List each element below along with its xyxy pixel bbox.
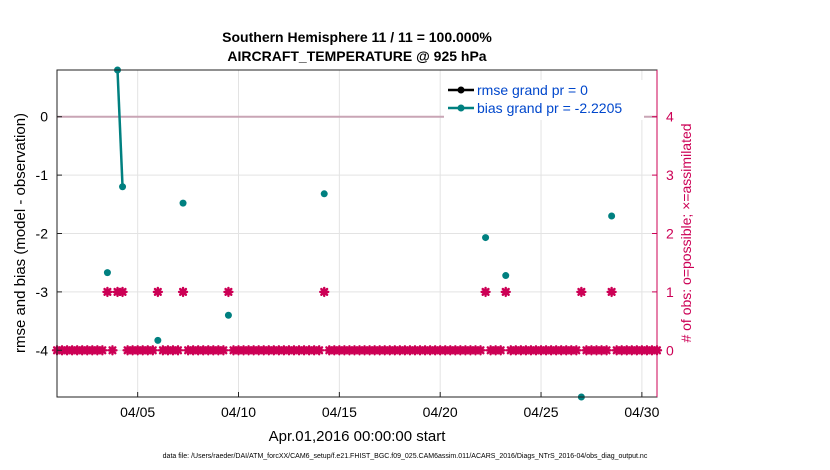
- y-right-tick-label: 0: [666, 342, 674, 358]
- chart-title-line2: AIRCRAFT_TEMPERATURE @ 925 hPa: [227, 48, 486, 64]
- obs-marker-zero: [107, 345, 118, 356]
- obs-marker-zero-shape: [313, 345, 325, 356]
- obs-marker-one: [480, 286, 491, 298]
- bias-point: [119, 183, 127, 191]
- bias-point: [320, 190, 328, 198]
- y-axis-right: 4 3 2 1 0: [652, 109, 674, 358]
- obs-marker-one: [223, 286, 234, 298]
- y-right-tick-label: 1: [666, 284, 674, 300]
- obs-marker-one-shape: [117, 286, 128, 298]
- obs-marker-zero-shape: [601, 345, 612, 356]
- legend-rmse-label: rmse grand pr = 0: [477, 82, 588, 98]
- obs-marker-zero-shape: [571, 345, 582, 356]
- obs-marker-one-shape: [152, 286, 164, 298]
- bias-series-segment: [116, 69, 124, 187]
- obs-marker-one-shape: [223, 286, 234, 298]
- obs-marker-one-shape: [576, 286, 587, 298]
- obs-marker-one: [500, 286, 511, 298]
- x-tick-label: 04/25: [524, 404, 559, 420]
- obs-marker-one: [177, 286, 189, 298]
- obs-marker-one-shape: [480, 286, 491, 298]
- obs-marker-one-shape: [606, 286, 617, 298]
- y-axis-label: rmse and bias (model - observation): [12, 113, 29, 353]
- obs-marker-zero-shape: [147, 345, 158, 356]
- x-tick-label: 04/15: [322, 404, 357, 420]
- obs-marker-zero: [495, 345, 506, 356]
- obs-marker-one: [576, 286, 587, 298]
- y-tick-label: -3: [36, 284, 49, 300]
- obs-marker-zero: [147, 345, 158, 356]
- y-tick-label: -1: [36, 167, 49, 183]
- obs-marker-one: [606, 286, 617, 298]
- obs-marker-zero-shape: [475, 345, 486, 356]
- obs-marker-one-shape: [500, 286, 511, 298]
- bias-point: [502, 272, 510, 280]
- obs-count-layer: [51, 286, 663, 356]
- bias-point: [179, 199, 187, 207]
- obs-marker-one-shape: [319, 286, 330, 298]
- legend-bias-marker: [457, 104, 465, 112]
- obs-marker-zero-shape: [172, 345, 184, 356]
- obs-marker-zero: [172, 345, 184, 356]
- x-axis-label: Apr.01,2016 00:00:00 start: [269, 428, 447, 445]
- obs-marker-zero: [571, 345, 582, 356]
- bias-point: [103, 269, 111, 277]
- x-tick-label: 04/10: [221, 404, 256, 420]
- obs-marker-one: [152, 286, 164, 298]
- chart-title-line1: Southern Hemisphere 11 / 11 = 100.000%: [222, 29, 492, 45]
- obs-marker-zero-shape: [495, 345, 506, 356]
- legend-bias-label: bias grand pr = -2.2205: [477, 100, 622, 116]
- legend: rmse grand pr = 0 bias grand pr = -2.220…: [444, 80, 644, 120]
- x-tick-label: 04/05: [120, 404, 155, 420]
- bias-point: [224, 311, 232, 319]
- obs-marker-zero: [218, 345, 229, 356]
- obs-marker-zero: [313, 345, 325, 356]
- legend-rmse-marker: [457, 86, 465, 94]
- obs-marker-zero-shape: [107, 345, 118, 356]
- legend-box: [444, 80, 644, 120]
- bias-point: [608, 212, 616, 220]
- data-file-footer: data file: /Users/raeder/DAI/ATM_forcXX/…: [163, 453, 648, 460]
- x-tick-label: 04/30: [624, 404, 659, 420]
- obs-marker-one: [319, 286, 330, 298]
- obs-marker-one: [102, 286, 113, 298]
- obs-marker-zero: [601, 345, 612, 356]
- obs-marker-one-shape: [102, 286, 113, 298]
- x-tick-label: 04/20: [423, 404, 458, 420]
- obs-marker-zero: [475, 345, 486, 356]
- obs-marker-zero-shape: [97, 345, 108, 356]
- obs-marker-one: [117, 286, 128, 298]
- obs-marker-one-shape: [177, 286, 189, 298]
- y-tick-label: 0: [40, 109, 48, 125]
- obs-marker-zero: [97, 345, 108, 356]
- bias-point: [482, 234, 490, 242]
- y-tick-label: -2: [36, 226, 49, 242]
- y-right-tick-label: 4: [666, 109, 674, 125]
- bias-point: [154, 336, 162, 344]
- y-right-tick-label: 3: [666, 167, 674, 183]
- obs-marker-zero-shape: [218, 345, 229, 356]
- y-axis-right-label: # of obs: o=possible; ×=assimilated: [678, 123, 694, 342]
- y-tick-label: -4: [36, 342, 49, 358]
- y-axis-left: 0 -1 -2 -3 -4: [36, 109, 62, 358]
- x-axis: 04/05 04/10 04/15 04/20 04/25 04/30: [120, 392, 660, 420]
- y-right-tick-label: 2: [666, 226, 674, 242]
